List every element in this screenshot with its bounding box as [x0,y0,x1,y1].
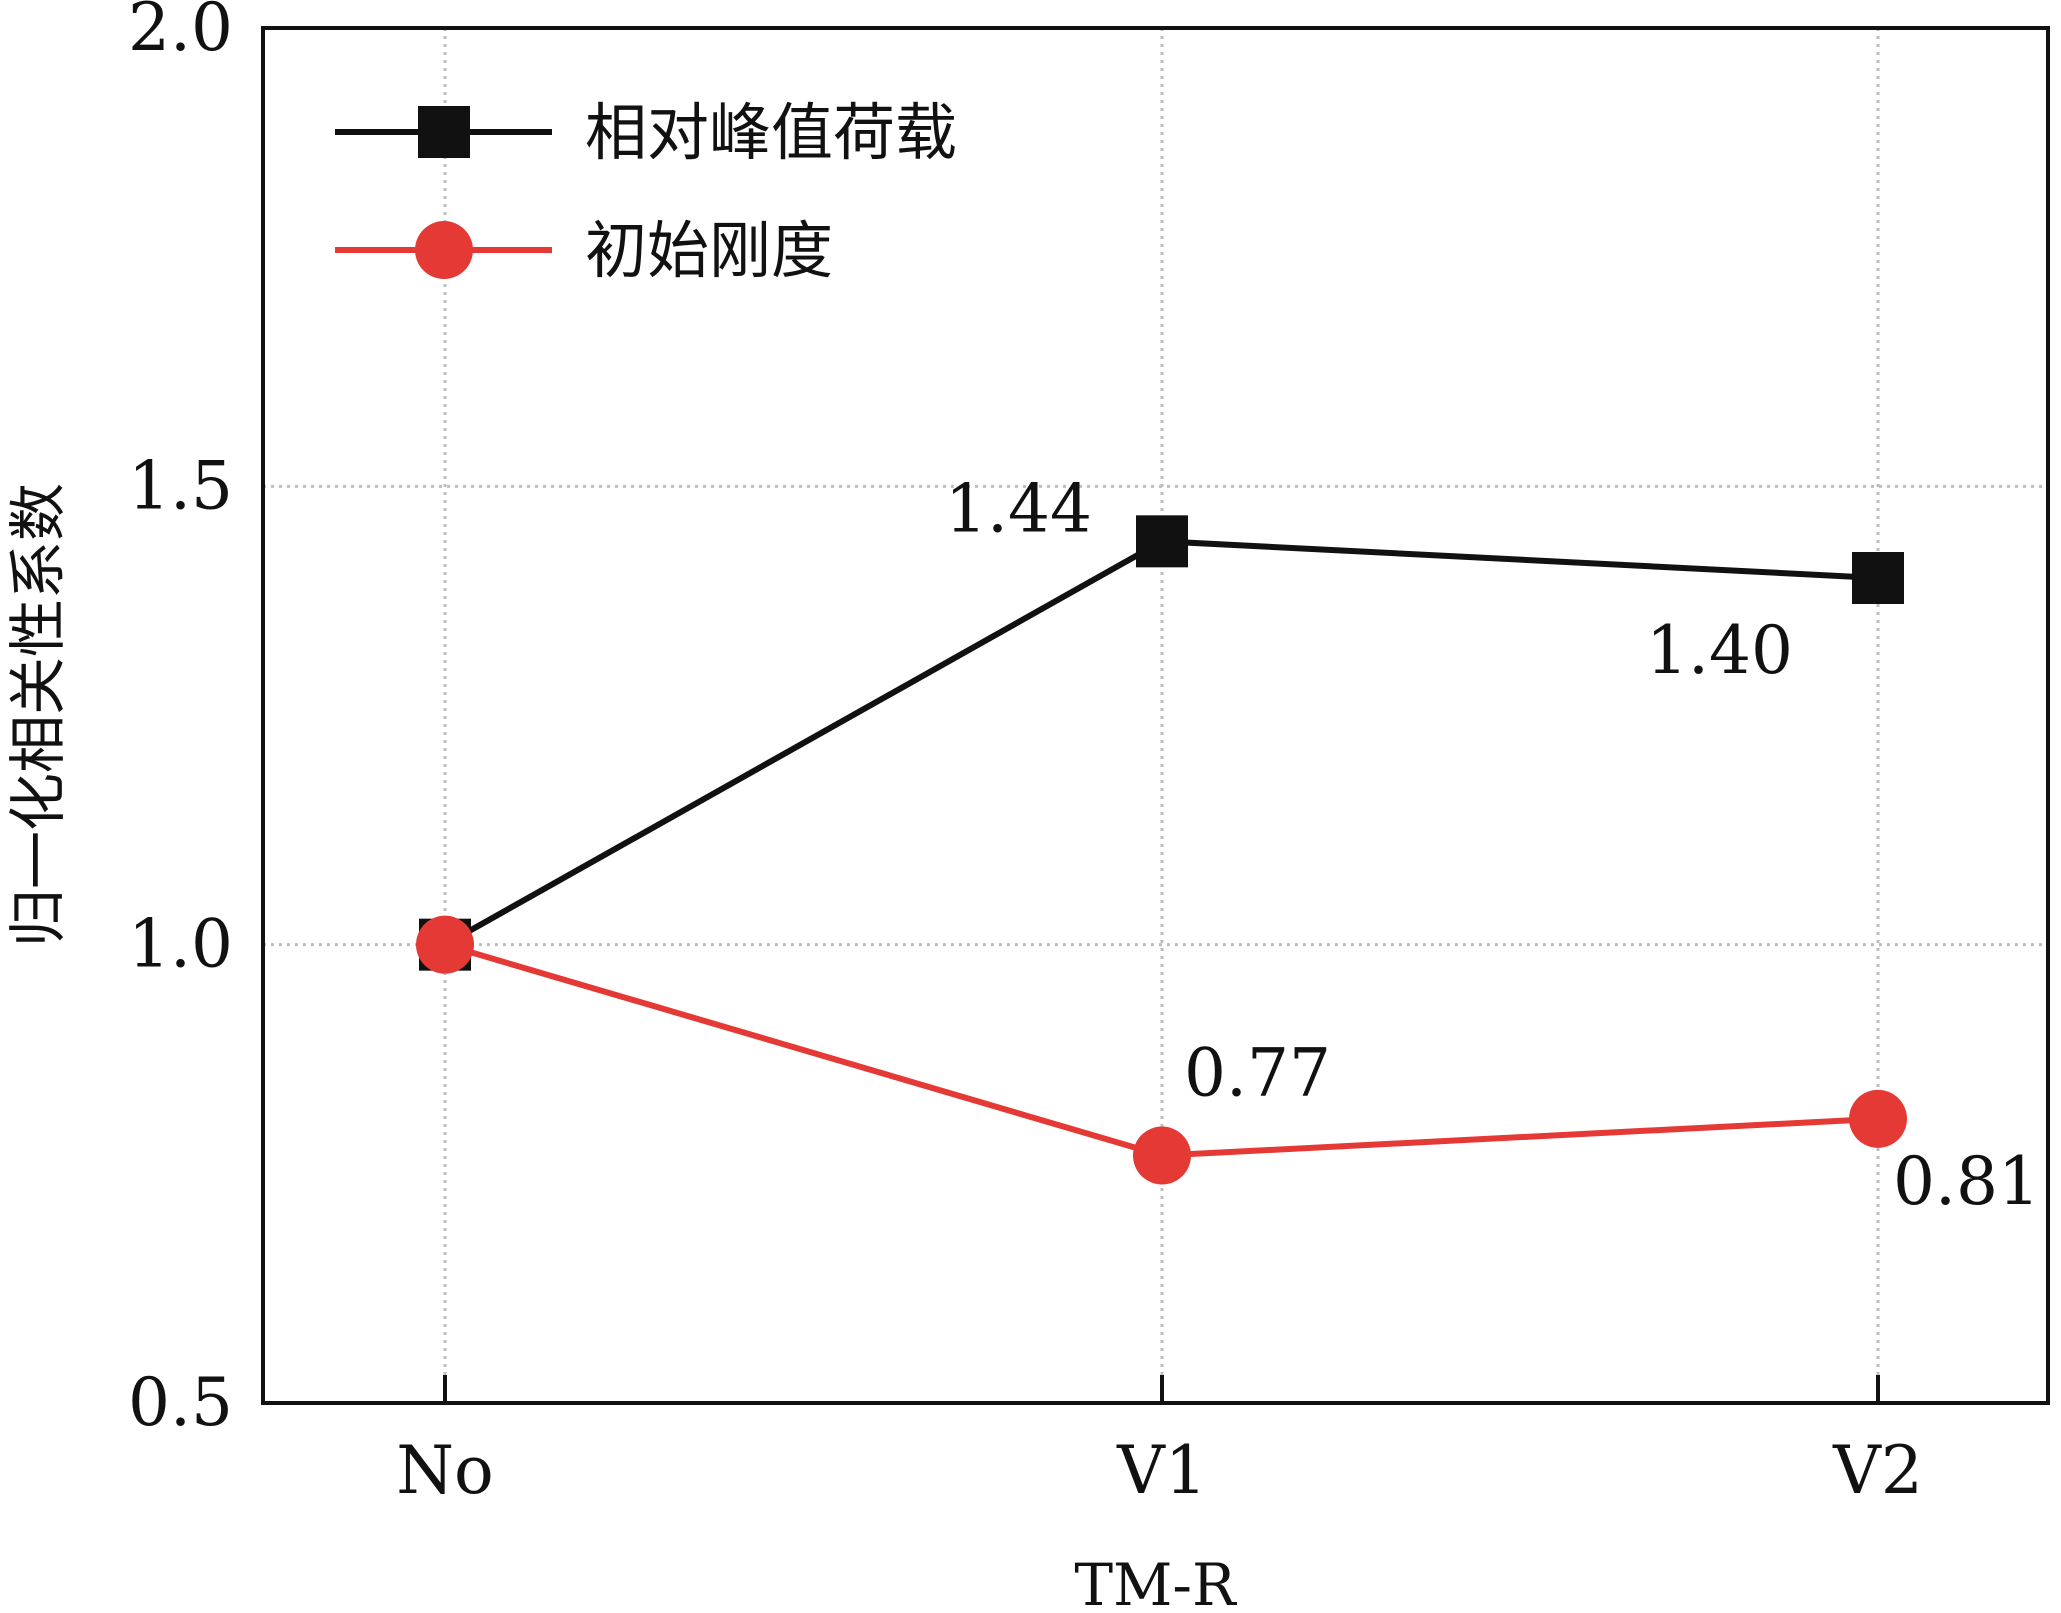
data-point-square [1852,552,1904,604]
data-label: 0.81 [1893,1143,2040,1220]
series-line [444,941,1879,1159]
grid-lines [263,28,2048,1403]
data-label: 1.44 [945,470,1092,547]
legend-label: 相对峰值荷载 [585,96,957,169]
data-label: 1.40 [1646,612,1793,689]
data-labels: 1.44 1.40 0.77 0.81 [945,470,2040,1220]
plot-frame [261,26,2050,1405]
data-point-square [1136,515,1188,568]
data-label: 0.77 [1184,1035,1331,1112]
y-axis-title: 归一化相关性系数 [4,483,72,947]
y-tick-label: 2.0 [128,0,233,66]
data-point-circle [1849,1089,1907,1148]
x-axis-title: TM-R [1074,1551,1238,1613]
series-layer [416,515,1907,1185]
y-tick-label: 0.5 [128,1364,233,1441]
legend-label: 初始刚度 [585,214,833,287]
data-point-circle [416,915,474,974]
legend-marker-square [418,106,470,158]
x-tick-label: No [396,1432,494,1509]
x-tick-label: V1 [1116,1432,1207,1509]
y-tick-label: 1.5 [128,447,233,524]
y-tick-label: 1.0 [128,906,233,983]
legend-marker-circle [415,221,473,279]
axis-ticks: 0.5 1.0 1.5 2.0 No V1 V2 [128,0,1923,1509]
x-tick-label: V2 [1832,1432,1923,1509]
data-point-circle [1133,1126,1191,1185]
